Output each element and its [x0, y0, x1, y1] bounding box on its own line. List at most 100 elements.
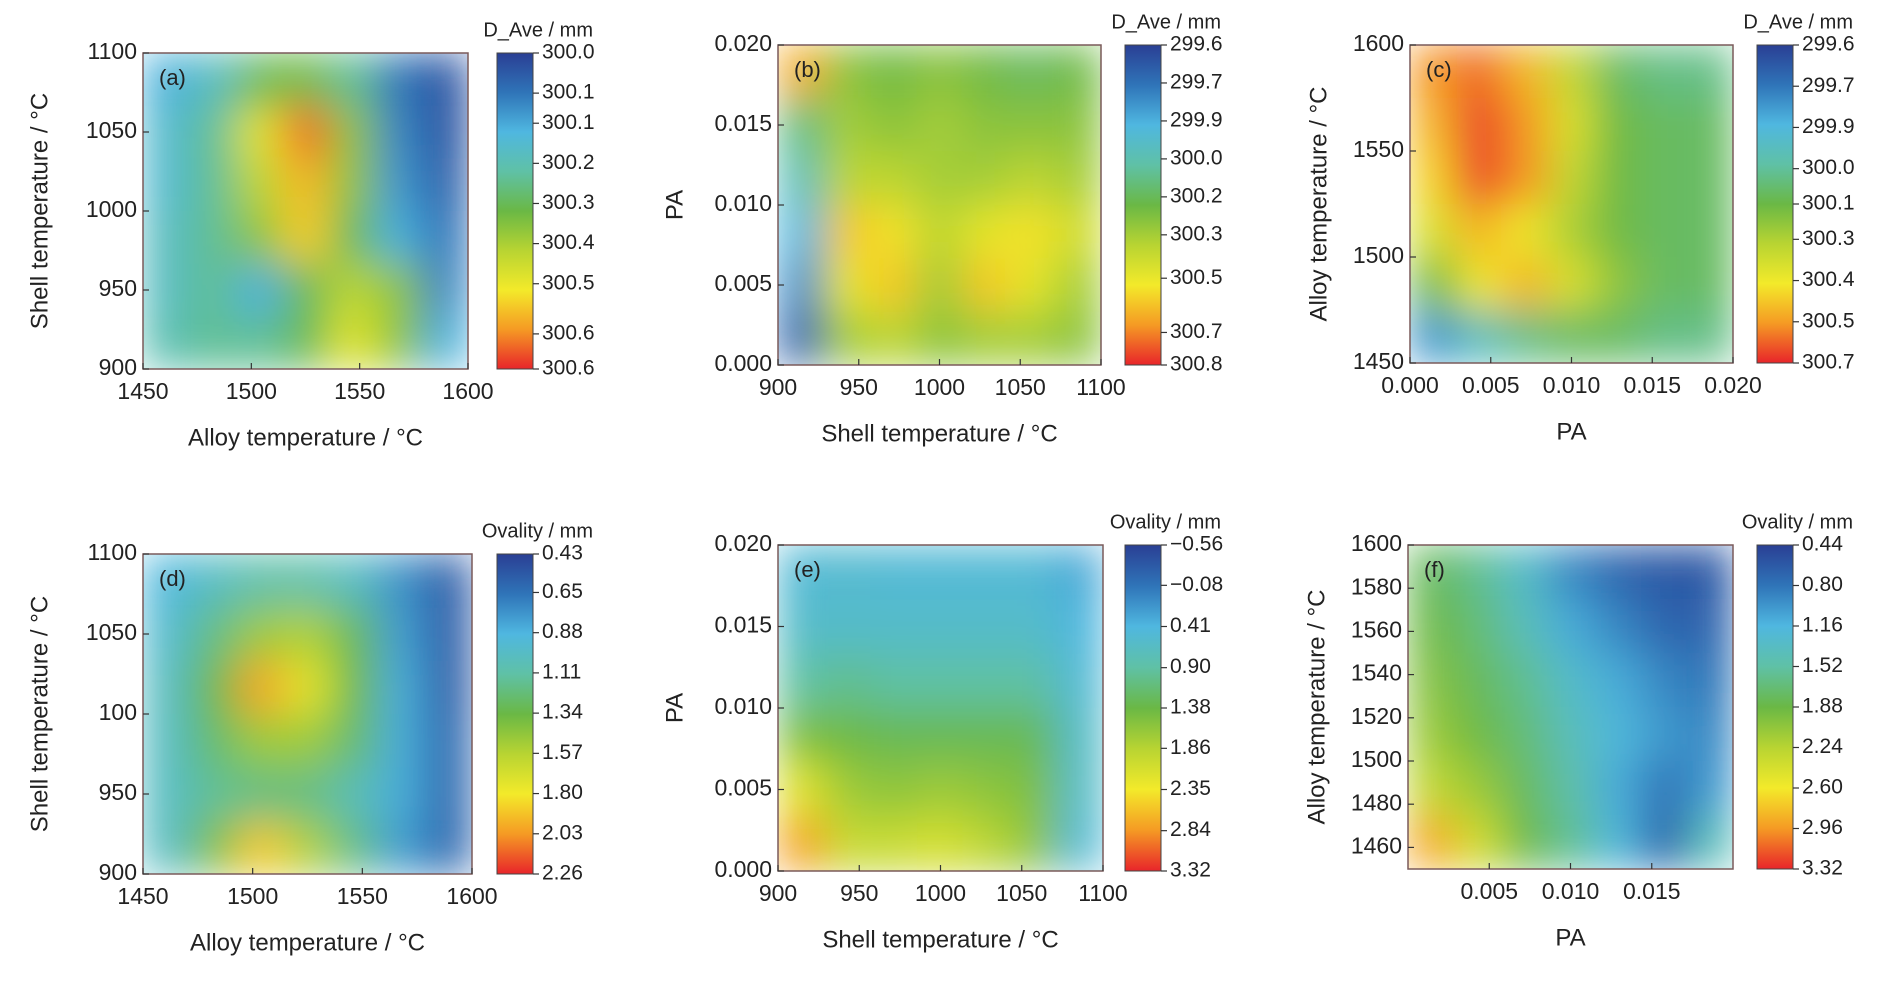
heat-cell [331, 820, 379, 874]
colorbar-tick-label: 300.3 [542, 191, 595, 214]
heat-cell [1686, 653, 1733, 708]
heat-cell [1056, 545, 1103, 600]
heat-cell [1548, 257, 1596, 311]
x-axis-label: Shell temperature / °C [821, 420, 1057, 447]
heat-cell [378, 554, 426, 608]
heat-cell [189, 263, 237, 317]
x-axis-label: PA [1556, 418, 1586, 445]
x-tick-label: 1000 [914, 374, 965, 400]
heat-cell [1640, 204, 1688, 258]
heat-cell [143, 660, 191, 715]
heat-cell [1547, 599, 1595, 654]
panel: 0.000 0.005 0.010 0.015 0.020 1450 1500 1550 160… [1305, 11, 1855, 445]
heat-cell [1056, 653, 1103, 709]
heat-cell [235, 105, 283, 159]
colorbar [496, 52, 534, 370]
heat-cell [778, 151, 825, 206]
heat-cell [1502, 98, 1550, 152]
heat-cell [237, 607, 285, 662]
heat-cell [1594, 257, 1642, 311]
heat-cell [962, 151, 1010, 206]
heat-cell [870, 708, 918, 763]
heat-cell [1640, 545, 1688, 600]
heat-cell [1456, 98, 1503, 152]
heat-cell [1456, 257, 1503, 311]
heat-cell [375, 53, 423, 107]
heat-cell [917, 599, 965, 655]
colorbar-tick-label: 300.7 [1170, 320, 1223, 343]
colorbar-tick-label: 1.16 [1802, 614, 1843, 637]
heat-cell [1500, 545, 1548, 600]
colorbar-tick-label: 300.4 [542, 231, 595, 254]
x-axis-label: Shell temperature / °C [822, 926, 1058, 953]
heat-cell [284, 714, 332, 768]
heat-cell [143, 714, 191, 768]
colorbar-tick-label: 1.86 [1170, 736, 1211, 759]
heat-cell [237, 660, 285, 715]
colorbar-tick-label: 3.32 [1170, 859, 1211, 882]
heat-cell [963, 653, 1011, 709]
heat-cell [375, 105, 423, 159]
heat-cell [1010, 599, 1058, 655]
y-tick-label: 1520 [1351, 703, 1402, 729]
colorbar-tick-label: 2.84 [1170, 818, 1211, 841]
colorbar-title: D_Ave / mm [483, 19, 593, 41]
heat-cell [1456, 45, 1503, 99]
heat-cell [1594, 45, 1642, 99]
x-tick-label: 0.015 [1623, 878, 1681, 904]
colorbar-tick-label: 0.65 [542, 580, 583, 603]
colorbar [1756, 44, 1794, 364]
heat-cell [425, 820, 472, 874]
heat-cell [328, 316, 376, 369]
panel-label: (a) [159, 65, 186, 90]
x-axis-label: PA [1555, 924, 1585, 951]
colorbar-tick-label: 299.6 [1170, 33, 1223, 56]
colorbar-tick-label: 0.44 [1802, 533, 1843, 556]
heat-cell [235, 158, 283, 212]
heat-cell [1054, 98, 1101, 153]
heat-cell [190, 820, 238, 874]
heat-cell [190, 767, 238, 822]
panel: 0.005 0.010 0.015 1460 1480 1500 1520 1540 1560 1… [1303, 511, 1853, 951]
heat-cell [824, 599, 872, 655]
x-tick-label: 1000 [915, 880, 966, 906]
heat-cell [1410, 151, 1457, 205]
x-tick-label: 1100 [1076, 374, 1125, 400]
colorbar-title: D_Ave / mm [1111, 11, 1221, 33]
heat-cell [143, 105, 191, 159]
heat-cell [1408, 707, 1456, 762]
heat-cell [1054, 205, 1101, 259]
colorbar-tick-label: 300.5 [1170, 266, 1223, 289]
y-tick-label: 900 [99, 859, 137, 885]
x-tick-label: 0.005 [1462, 372, 1520, 398]
y-tick-label: 1560 [1351, 616, 1402, 642]
colorbar-tick-label: 1.34 [542, 701, 583, 724]
x-tick-label: 1600 [442, 378, 493, 404]
heat-cell [1502, 257, 1550, 311]
colorbar-title: Ovality / mm [1742, 511, 1853, 533]
heat-cell [963, 599, 1011, 655]
heat-cell [778, 653, 826, 709]
heat-cell [963, 545, 1011, 600]
x-tick-label: 1100 [1078, 880, 1127, 906]
colorbar-tick-label: 0.90 [1170, 655, 1211, 678]
colorbar [1124, 544, 1162, 872]
colorbar-tick-label: 1.38 [1170, 696, 1211, 719]
colorbar-tick-label: 0.41 [1170, 614, 1211, 637]
heat-cell [189, 158, 237, 212]
heat-cell [284, 554, 332, 608]
y-axis-label: Alloy temperature / °C [1303, 589, 1330, 824]
heat-cell [421, 211, 468, 265]
heat-cell [143, 554, 191, 608]
heat-cell [1593, 761, 1641, 816]
heat-cell [331, 607, 379, 662]
y-tick-label: 1500 [1353, 242, 1404, 268]
heat-cell [1010, 816, 1058, 871]
heat-cell [1686, 310, 1733, 363]
y-tick-label: 1580 [1351, 573, 1402, 599]
heat-cell [1593, 599, 1641, 654]
heat-cell [1008, 45, 1056, 99]
heat-cell [421, 105, 468, 159]
heat-cell [916, 311, 964, 365]
y-tick-label: 0.005 [714, 775, 772, 801]
